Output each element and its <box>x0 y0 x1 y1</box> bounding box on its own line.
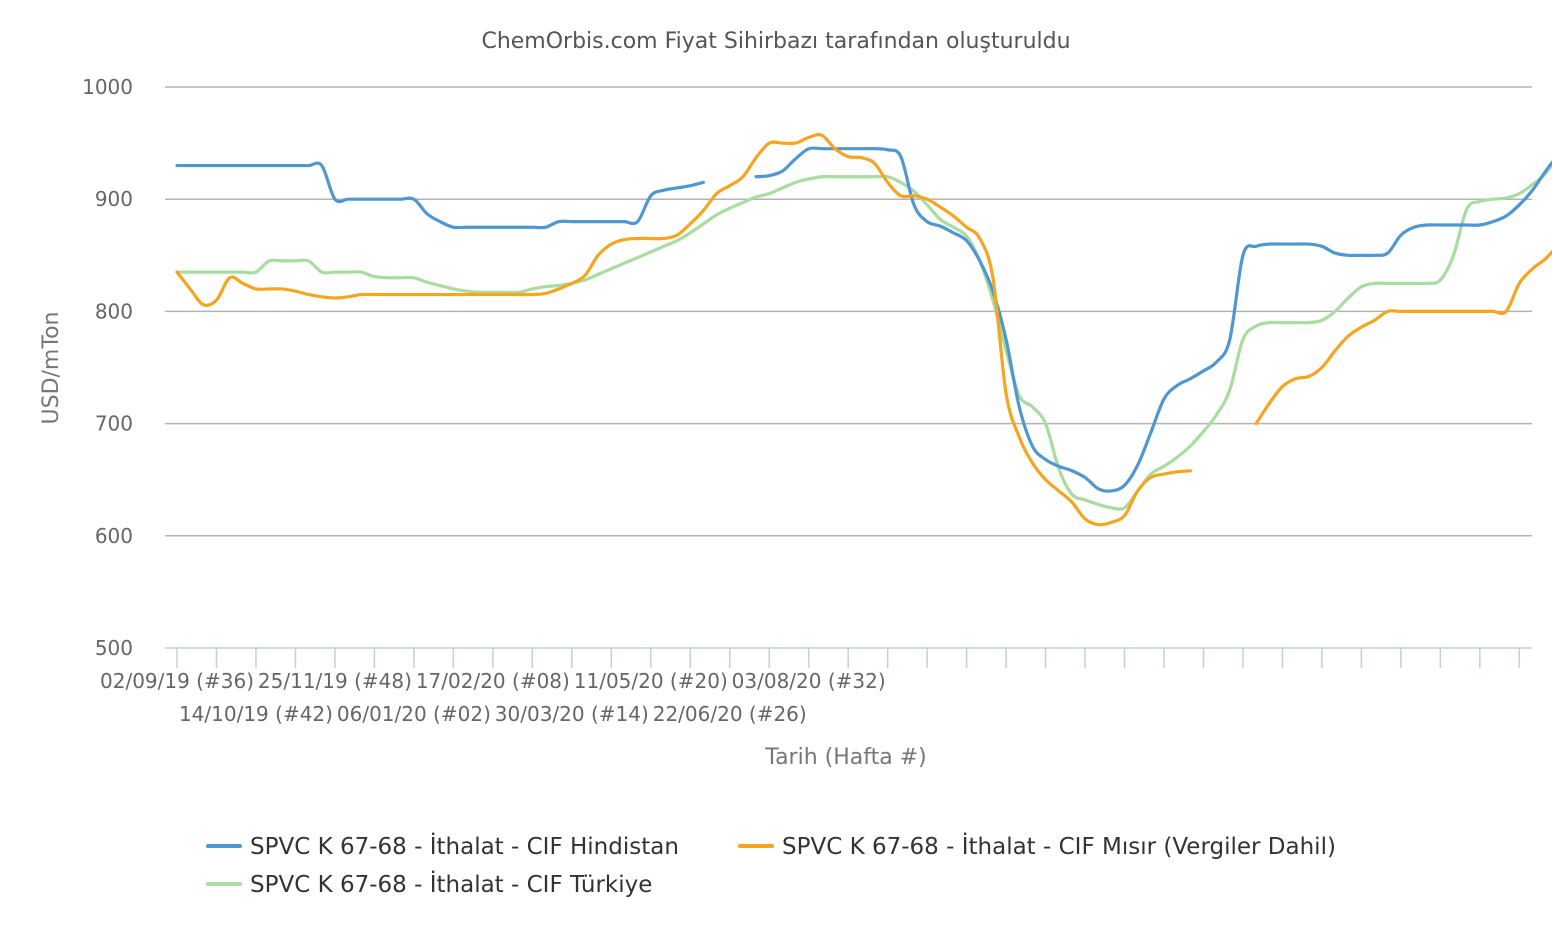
series-1 <box>175 146 1552 493</box>
y-tick-label: 1000 <box>82 75 133 99</box>
x-axis-title: Tarih (Hafta #) <box>764 745 926 770</box>
series-line <box>175 133 1192 527</box>
series-3 <box>175 161 1552 511</box>
legend-label: SPVC K 67-68 - İthalat - CIF Mısır (Verg… <box>782 832 1336 860</box>
y-tick-label: 700 <box>95 412 133 436</box>
legend-label: SPVC K 67-68 - İthalat - CIF Hindistan <box>250 832 679 860</box>
series-line <box>175 161 1552 511</box>
y-tick-label: 800 <box>95 299 133 323</box>
y-axis-title: USD/mTon <box>39 312 64 425</box>
series-2 <box>175 133 1552 527</box>
y-tick-label: 500 <box>95 636 133 660</box>
legend-label: SPVC K 67-68 - İthalat - CIF Türkiye <box>250 870 652 898</box>
series-line <box>175 161 705 230</box>
y-tick-label: 900 <box>95 187 133 211</box>
legend-item[interactable]: SPVC K 67-68 - İthalat - CIF Mısır (Verg… <box>738 832 1336 860</box>
chart-title: ChemOrbis.com Fiyat Sihirbazı tarafından… <box>481 29 1070 54</box>
x-tick-label: 02/09/19 (#36) <box>100 669 254 693</box>
x-tick-label: 14/10/19 (#42) <box>179 702 333 726</box>
x-tick-label: 17/02/20 (#08) <box>416 669 570 693</box>
legend-item[interactable]: SPVC K 67-68 - İthalat - CIF Türkiye <box>206 870 652 898</box>
legend: SPVC K 67-68 - İthalat - CIF Hindistan SP… <box>206 832 1336 898</box>
x-tick-label: 11/05/20 (#20) <box>574 669 728 693</box>
series-line <box>754 146 1552 493</box>
x-tick-label: 25/11/19 (#48) <box>258 669 412 693</box>
x-axis: 02/09/19 (#36) 14/10/19 (#42) 25/11/19 (#4… <box>100 647 1532 726</box>
legend-item[interactable]: SPVC K 67-68 - İthalat - CIF Hindistan <box>206 832 679 860</box>
y-tick-label: 600 <box>95 524 133 548</box>
series-line <box>1254 249 1552 426</box>
x-tick-label: 03/08/20 (#32) <box>732 669 886 693</box>
grid-layer: 500 600 700 800 900 1000 <box>82 75 1532 660</box>
x-tick-label: 22/06/20 (#26) <box>653 702 807 726</box>
series-layer <box>175 133 1552 527</box>
x-tick-label: 30/03/20 (#14) <box>495 702 649 726</box>
x-tick-label: 06/01/20 (#02) <box>337 702 491 726</box>
